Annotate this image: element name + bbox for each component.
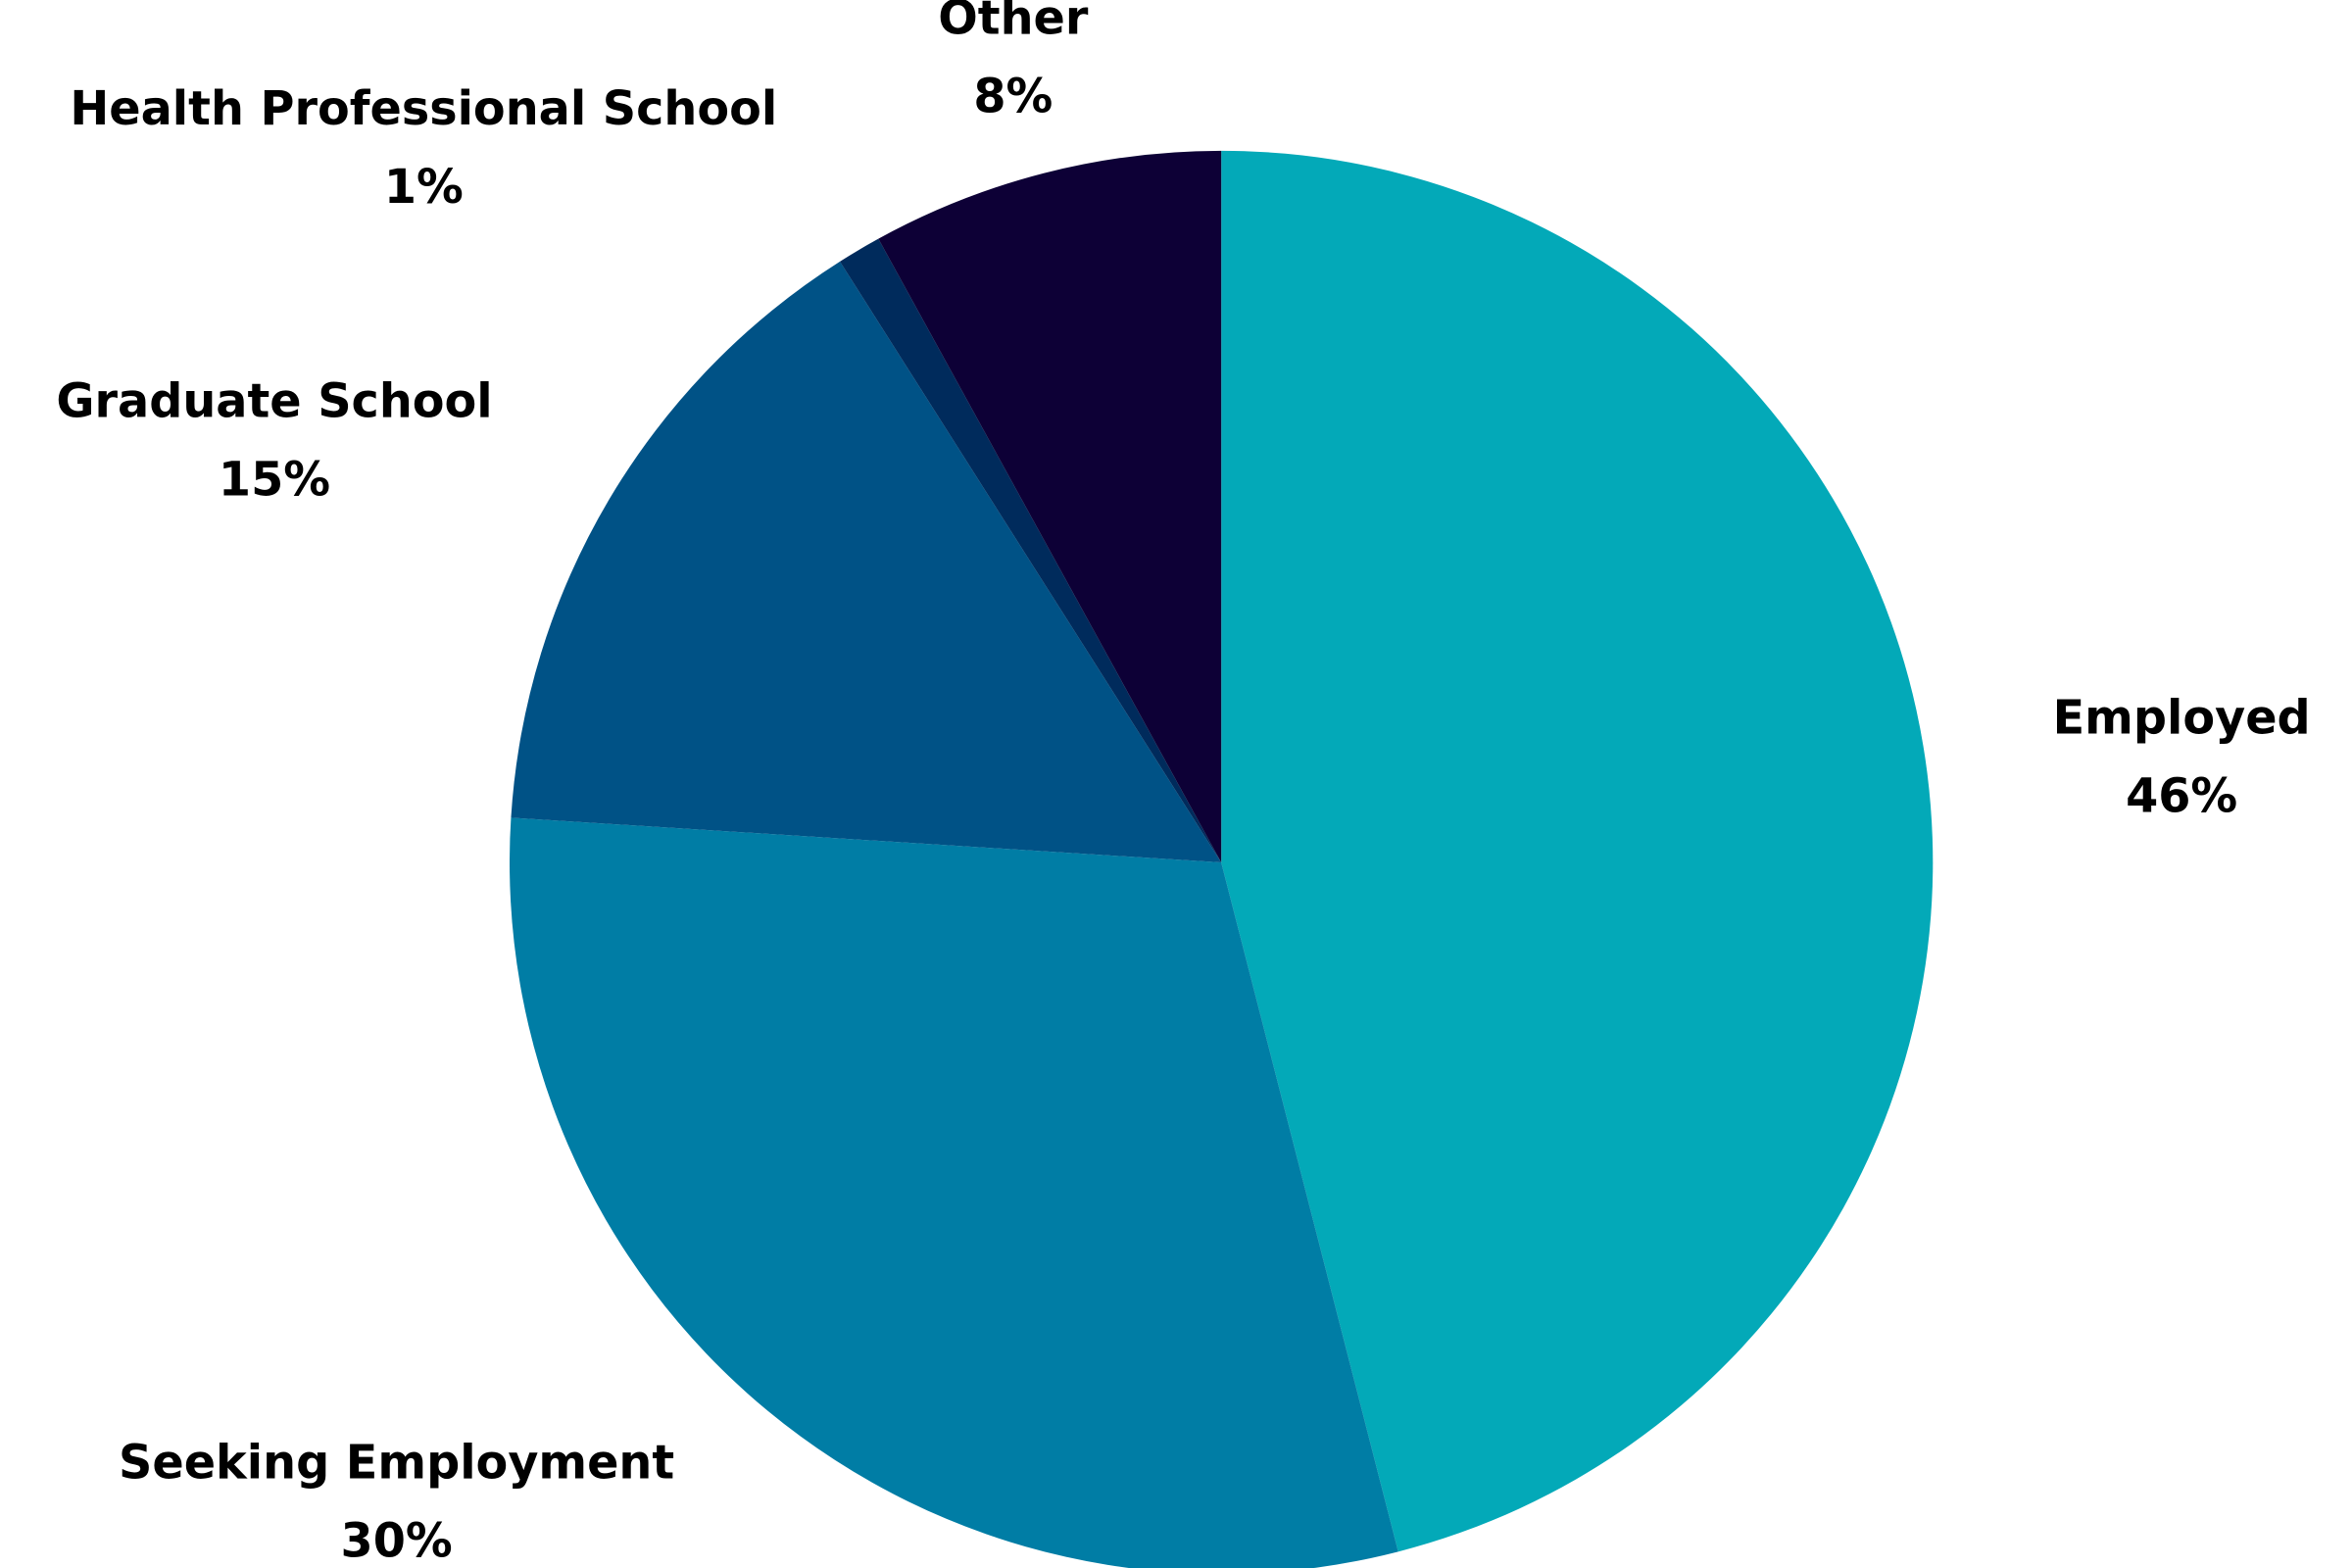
- slice-value-label: 8%: [973, 71, 1053, 124]
- pie-slice: [511, 261, 1222, 862]
- slice-label: Graduate School: [56, 374, 492, 428]
- slice-label: Employed: [2053, 691, 2311, 745]
- slice-value-label: 30%: [341, 1514, 453, 1568]
- pie-slice: [840, 238, 1222, 863]
- slice-label: Health Professional School: [70, 82, 777, 136]
- slice-label: Seeking Employment: [119, 1436, 674, 1490]
- slice-value-label: 1%: [384, 161, 464, 215]
- pie-slice: [878, 150, 1222, 863]
- slice-value-label: 46%: [2126, 769, 2237, 823]
- pie-slice: [1221, 150, 1934, 1552]
- slice-label: Other: [938, 0, 1089, 46]
- pie-slice: [509, 817, 1398, 1568]
- slice-value-label: 15%: [219, 453, 330, 507]
